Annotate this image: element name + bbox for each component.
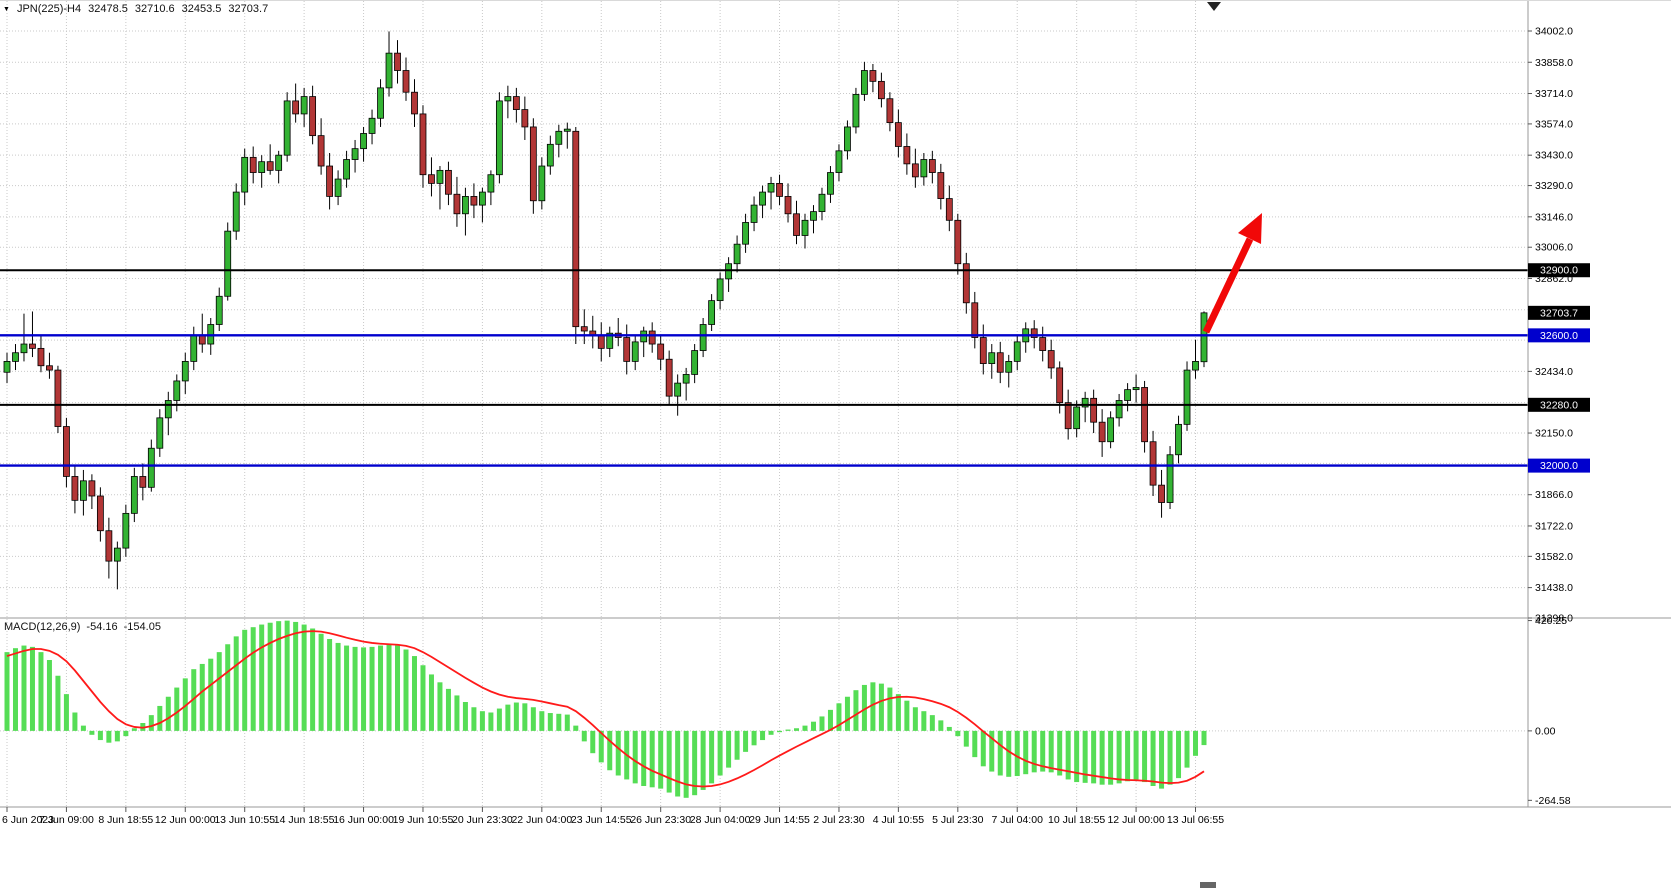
svg-text:12 Jun 00:00: 12 Jun 00:00 <box>155 814 216 826</box>
svg-text:32703.7: 32703.7 <box>1540 307 1578 319</box>
svg-text:-264.58: -264.58 <box>1535 795 1571 807</box>
ohlc-close: 32703.7 <box>228 3 269 15</box>
svg-text:32900.0: 32900.0 <box>1540 265 1578 277</box>
svg-text:8 Jun 18:55: 8 Jun 18:55 <box>98 814 153 826</box>
svg-text:5 Jul 23:30: 5 Jul 23:30 <box>932 814 984 826</box>
ohlc-open: 32478.5 <box>88 3 128 15</box>
svg-text:7 Jul 04:00: 7 Jul 04:00 <box>992 814 1044 826</box>
svg-text:33714.0: 33714.0 <box>1535 88 1573 100</box>
macd-histogram <box>4 620 1207 798</box>
svg-text:7 Jun 09:00: 7 Jun 09:00 <box>39 814 94 826</box>
svg-text:19 Jun 10:55: 19 Jun 10:55 <box>393 814 454 826</box>
macd-signal-line <box>6 630 1205 788</box>
svg-text:33430.0: 33430.0 <box>1535 150 1573 162</box>
macd-indicator-name: MACD(12,26,9) <box>4 621 81 633</box>
svg-text:26 Jun 23:30: 26 Jun 23:30 <box>630 814 691 826</box>
svg-text:13 Jun 10:55: 13 Jun 10:55 <box>214 814 275 826</box>
svg-text:33574.0: 33574.0 <box>1535 118 1573 130</box>
svg-text:20 Jun 23:30: 20 Jun 23:30 <box>452 814 513 826</box>
svg-text:6 Jun 2023: 6 Jun 2023 <box>2 814 54 826</box>
svg-text:33146.0: 33146.0 <box>1535 211 1573 223</box>
level-lines[interactable] <box>0 269 1528 467</box>
svg-text:22 Jun 04:00: 22 Jun 04:00 <box>511 814 572 826</box>
svg-text:32600.0: 32600.0 <box>1540 330 1578 342</box>
svg-text:2 Jul 23:30: 2 Jul 23:30 <box>813 814 865 826</box>
svg-text:29 Jun 14:55: 29 Jun 14:55 <box>749 814 810 826</box>
svg-text:31866.0: 31866.0 <box>1535 489 1573 501</box>
svg-text:13 Jul 06:55: 13 Jul 06:55 <box>1167 814 1224 826</box>
svg-text:33006.0: 33006.0 <box>1535 242 1573 254</box>
svg-text:10 Jul 18:55: 10 Jul 18:55 <box>1048 814 1105 826</box>
svg-text:31722.0: 31722.0 <box>1535 520 1573 532</box>
ohlc-low: 32453.5 <box>181 3 222 15</box>
chart-title: ▼ JPN(225)-H4 32478.5 32710.6 32453.5 32… <box>3 3 268 15</box>
symbol-timeframe: JPN(225)-H4 <box>16 3 82 15</box>
svg-text:14 Jun 18:55: 14 Jun 18:55 <box>274 814 335 826</box>
macd-label: MACD(12,26,9) -54.16 -154.05 <box>4 621 161 633</box>
svg-text:16 Jun 00:00: 16 Jun 00:00 <box>333 814 394 826</box>
svg-text:33290.0: 33290.0 <box>1535 180 1573 192</box>
macd-value: -54.16 <box>86 621 118 633</box>
svg-text:420.25: 420.25 <box>1535 615 1567 627</box>
price-badges: 32900.0 32600.0 32280.0 32000.0 32703.7 <box>1528 263 1590 473</box>
svg-text:4 Jul 10:55: 4 Jul 10:55 <box>873 814 925 826</box>
svg-text:32434.0: 32434.0 <box>1535 366 1573 378</box>
chart-shift-marker-icon[interactable] <box>1207 2 1221 11</box>
svg-text:32280.0: 32280.0 <box>1540 399 1578 411</box>
horizontal-scrollbar-thumb[interactable] <box>1200 882 1216 888</box>
svg-text:0.00: 0.00 <box>1535 725 1556 737</box>
ohlc-high: 32710.6 <box>134 3 175 15</box>
svg-text:33858.0: 33858.0 <box>1535 57 1573 69</box>
collapse-triangle-icon[interactable]: ▼ <box>3 5 10 13</box>
price-axis[interactable]: 34002.0 33858.0 33714.0 33574.0 33430.0 33290… <box>1528 26 1573 625</box>
svg-text:32150.0: 32150.0 <box>1535 428 1573 440</box>
svg-text:34002.0: 34002.0 <box>1535 26 1573 38</box>
svg-text:31438.0: 31438.0 <box>1535 582 1573 594</box>
svg-text:23 Jun 14:55: 23 Jun 14:55 <box>571 814 632 826</box>
svg-text:32000.0: 32000.0 <box>1540 460 1578 472</box>
macd-axis[interactable]: 420.25 0.00 -264.58 <box>1528 615 1571 807</box>
macd-signal-value: -154.05 <box>123 621 161 633</box>
svg-text:31298.0: 31298.0 <box>1535 613 1573 625</box>
svg-text:28 Jun 04:00: 28 Jun 04:00 <box>690 814 751 826</box>
svg-text:31582.0: 31582.0 <box>1535 551 1573 563</box>
trend-arrow[interactable] <box>1202 213 1262 334</box>
candles <box>3 31 1208 590</box>
svg-text:12 Jul 00:00: 12 Jul 00:00 <box>1107 814 1164 826</box>
